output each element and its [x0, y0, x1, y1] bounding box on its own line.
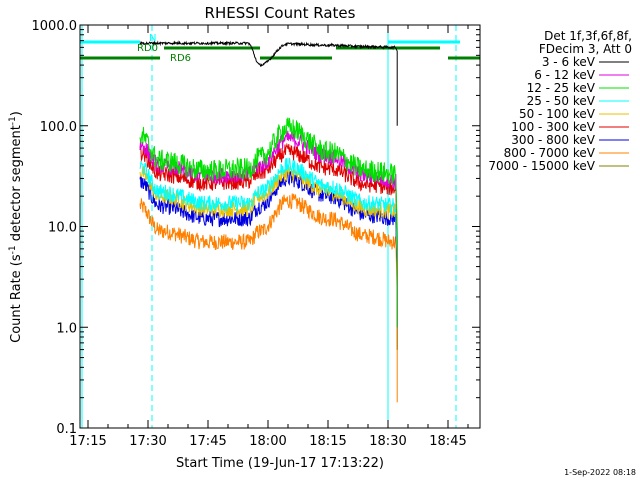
y-tick-label: 1.0: [56, 321, 77, 336]
chart-title: RHESSI Count Rates: [205, 4, 356, 22]
legend-label: 50 - 100 keV: [519, 107, 596, 121]
legend-label: 12 - 25 keV: [527, 81, 596, 95]
x-tick-label: 18:30: [369, 434, 406, 449]
x-tick-label: 17:45: [189, 434, 226, 449]
series-line: [139, 142, 398, 350]
series-line: [139, 165, 398, 350]
series-line: [139, 193, 398, 350]
legend-label: 3 - 6 keV: [542, 55, 596, 69]
x-axis-label: Start Time (19-Jun-17 17:13:22): [176, 456, 384, 471]
legend-header-1: Det 1f,3f,6f,8f,: [544, 29, 632, 43]
legend-label: 25 - 50 keV: [527, 94, 596, 108]
legend-label: 800 - 7000 keV: [504, 146, 596, 160]
y-tick-label: 0.1: [56, 422, 77, 437]
legend-label: 300 - 800 keV: [511, 133, 595, 147]
y-tick-label: 10.0: [48, 221, 77, 236]
series-line: [139, 157, 398, 350]
y-tick-label: 1000.0: [32, 19, 78, 34]
y-axis-label: Count Rate (s-1 detector segment-1): [8, 111, 24, 343]
x-tick-label: 17:30: [129, 434, 166, 449]
state-label-n: N: [149, 33, 156, 44]
x-tick-label: 18:15: [309, 434, 346, 449]
state-label-rd0: RD0: [137, 43, 158, 54]
legend-label: 6 - 12 keV: [534, 68, 596, 82]
series-line: [139, 117, 398, 350]
x-tick-label: 18:00: [249, 434, 286, 449]
state-label-rd6: RD6: [170, 53, 191, 64]
series-line: [139, 40, 398, 126]
y-tick-label: 100.0: [40, 120, 77, 135]
x-tick-label: 18:45: [429, 434, 466, 449]
x-tick-label: 17:15: [69, 434, 106, 449]
legend-label: 7000 - 15000 keV: [488, 159, 595, 173]
legend-label: 100 - 300 keV: [511, 120, 595, 134]
legend-header-2: FDecim 3, Att 0: [539, 42, 632, 56]
timestamp: 1-Sep-2022 08:18: [564, 468, 636, 477]
